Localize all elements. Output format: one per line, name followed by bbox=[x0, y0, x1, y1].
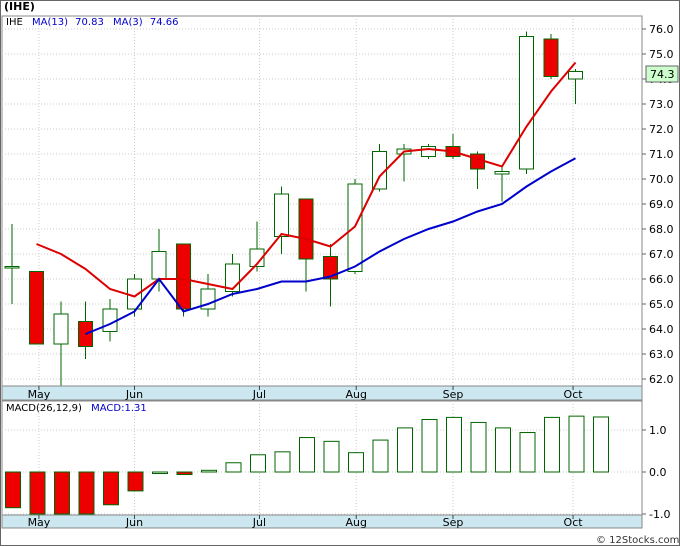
candle-body bbox=[274, 193, 289, 237]
month-label: May bbox=[28, 388, 51, 401]
candle-body bbox=[543, 38, 559, 77]
macd-bar bbox=[470, 421, 487, 473]
macd-bar bbox=[5, 471, 21, 509]
price-tick-label: 68.0 bbox=[649, 223, 674, 236]
candle-body bbox=[249, 248, 265, 267]
macd-bar bbox=[495, 427, 511, 473]
macd-bar bbox=[421, 419, 438, 473]
month-label: May bbox=[28, 516, 51, 529]
macd-bar bbox=[250, 454, 266, 473]
candle-body bbox=[176, 243, 191, 310]
candle-body bbox=[29, 271, 44, 345]
macd-bar bbox=[348, 452, 364, 473]
month-label: Jul bbox=[252, 516, 266, 529]
price-tick-label: 67.0 bbox=[649, 248, 674, 261]
candle-body bbox=[323, 256, 338, 280]
macd-bar bbox=[446, 416, 462, 473]
price-tick-label: 71.0 bbox=[649, 148, 674, 161]
month-label: Sep bbox=[443, 516, 464, 529]
candle-body bbox=[151, 251, 167, 280]
price-tick-label: 73.0 bbox=[649, 98, 674, 111]
macd-bar bbox=[397, 427, 413, 473]
price-tick-label: 65.0 bbox=[649, 298, 674, 311]
macd-bar bbox=[225, 462, 242, 473]
ma13-line bbox=[85, 157, 576, 335]
candle-body bbox=[200, 288, 216, 310]
macd-bar bbox=[54, 471, 70, 515]
price-tick-label: 64.0 bbox=[649, 323, 674, 336]
macd-month-band bbox=[1, 514, 643, 529]
candle-body bbox=[568, 71, 583, 80]
macd-bar bbox=[299, 437, 315, 473]
macd-panel: 1.0 0.0 -1.0 May Jun Jul Aug Sep Oct MACD(26,12… bbox=[1, 400, 670, 529]
candle-body bbox=[4, 266, 20, 269]
price-tick-label: 70.0 bbox=[649, 173, 674, 186]
macd-bar bbox=[176, 471, 193, 476]
macd-bar bbox=[372, 439, 389, 473]
macd-bar bbox=[568, 415, 585, 473]
macd-bar bbox=[127, 471, 144, 492]
price-panel: 76.075.074.073.072.071.070.069.068.067.0… bbox=[1, 0, 679, 401]
month-label: Aug bbox=[345, 516, 366, 529]
price-legend: IHE MA(13) 70.83 MA(3) 74.66 bbox=[6, 17, 178, 28]
month-label: Aug bbox=[345, 388, 366, 401]
last-price-label: 74.3 bbox=[650, 68, 675, 81]
price-tick-label: 76.0 bbox=[649, 23, 674, 36]
macd-bar bbox=[201, 469, 217, 473]
ticker-title: (IHE) bbox=[4, 0, 35, 13]
macd-bar bbox=[274, 451, 291, 473]
price-tick-label: 63.0 bbox=[649, 348, 674, 361]
candle-body bbox=[298, 198, 314, 260]
last-price-badge bbox=[645, 65, 679, 83]
macd-tick-label: -1.0 bbox=[649, 508, 670, 521]
price-tick-label: 75.0 bbox=[649, 48, 674, 61]
month-label: Jul bbox=[252, 388, 266, 401]
macd-bar bbox=[323, 440, 340, 473]
candle-body bbox=[519, 36, 534, 170]
ma3-line bbox=[36, 61, 577, 298]
price-tick-label: 69.0 bbox=[649, 198, 674, 211]
month-label: Jun bbox=[125, 516, 143, 529]
macd-bar bbox=[544, 416, 560, 473]
price-month-band bbox=[1, 385, 643, 401]
macd-tick-label: 0.0 bbox=[649, 466, 667, 479]
candle-body bbox=[494, 171, 510, 175]
price-tick-label: 62.0 bbox=[649, 373, 674, 386]
candle-body bbox=[102, 308, 118, 332]
month-label: Sep bbox=[443, 388, 464, 401]
price-tick-label: 72.0 bbox=[649, 123, 674, 136]
macd-bar bbox=[519, 432, 536, 473]
month-label: Oct bbox=[564, 516, 584, 529]
macd-bar bbox=[29, 471, 46, 515]
month-label: Jun bbox=[125, 388, 143, 401]
macd-tick-label: 1.0 bbox=[649, 424, 667, 437]
price-tick-label: 66.0 bbox=[649, 273, 674, 286]
macd-bar bbox=[103, 471, 119, 506]
macd-bar bbox=[78, 471, 95, 515]
macd-legend: MACD(26,12,9) MACD:1.31 bbox=[6, 403, 147, 414]
watermark: © 12Stocks.com bbox=[596, 535, 679, 546]
candle-body bbox=[421, 146, 436, 157]
macd-bar bbox=[152, 471, 168, 474]
month-label: Oct bbox=[564, 388, 584, 401]
candle-body bbox=[53, 313, 69, 345]
macd-bar bbox=[593, 416, 609, 473]
